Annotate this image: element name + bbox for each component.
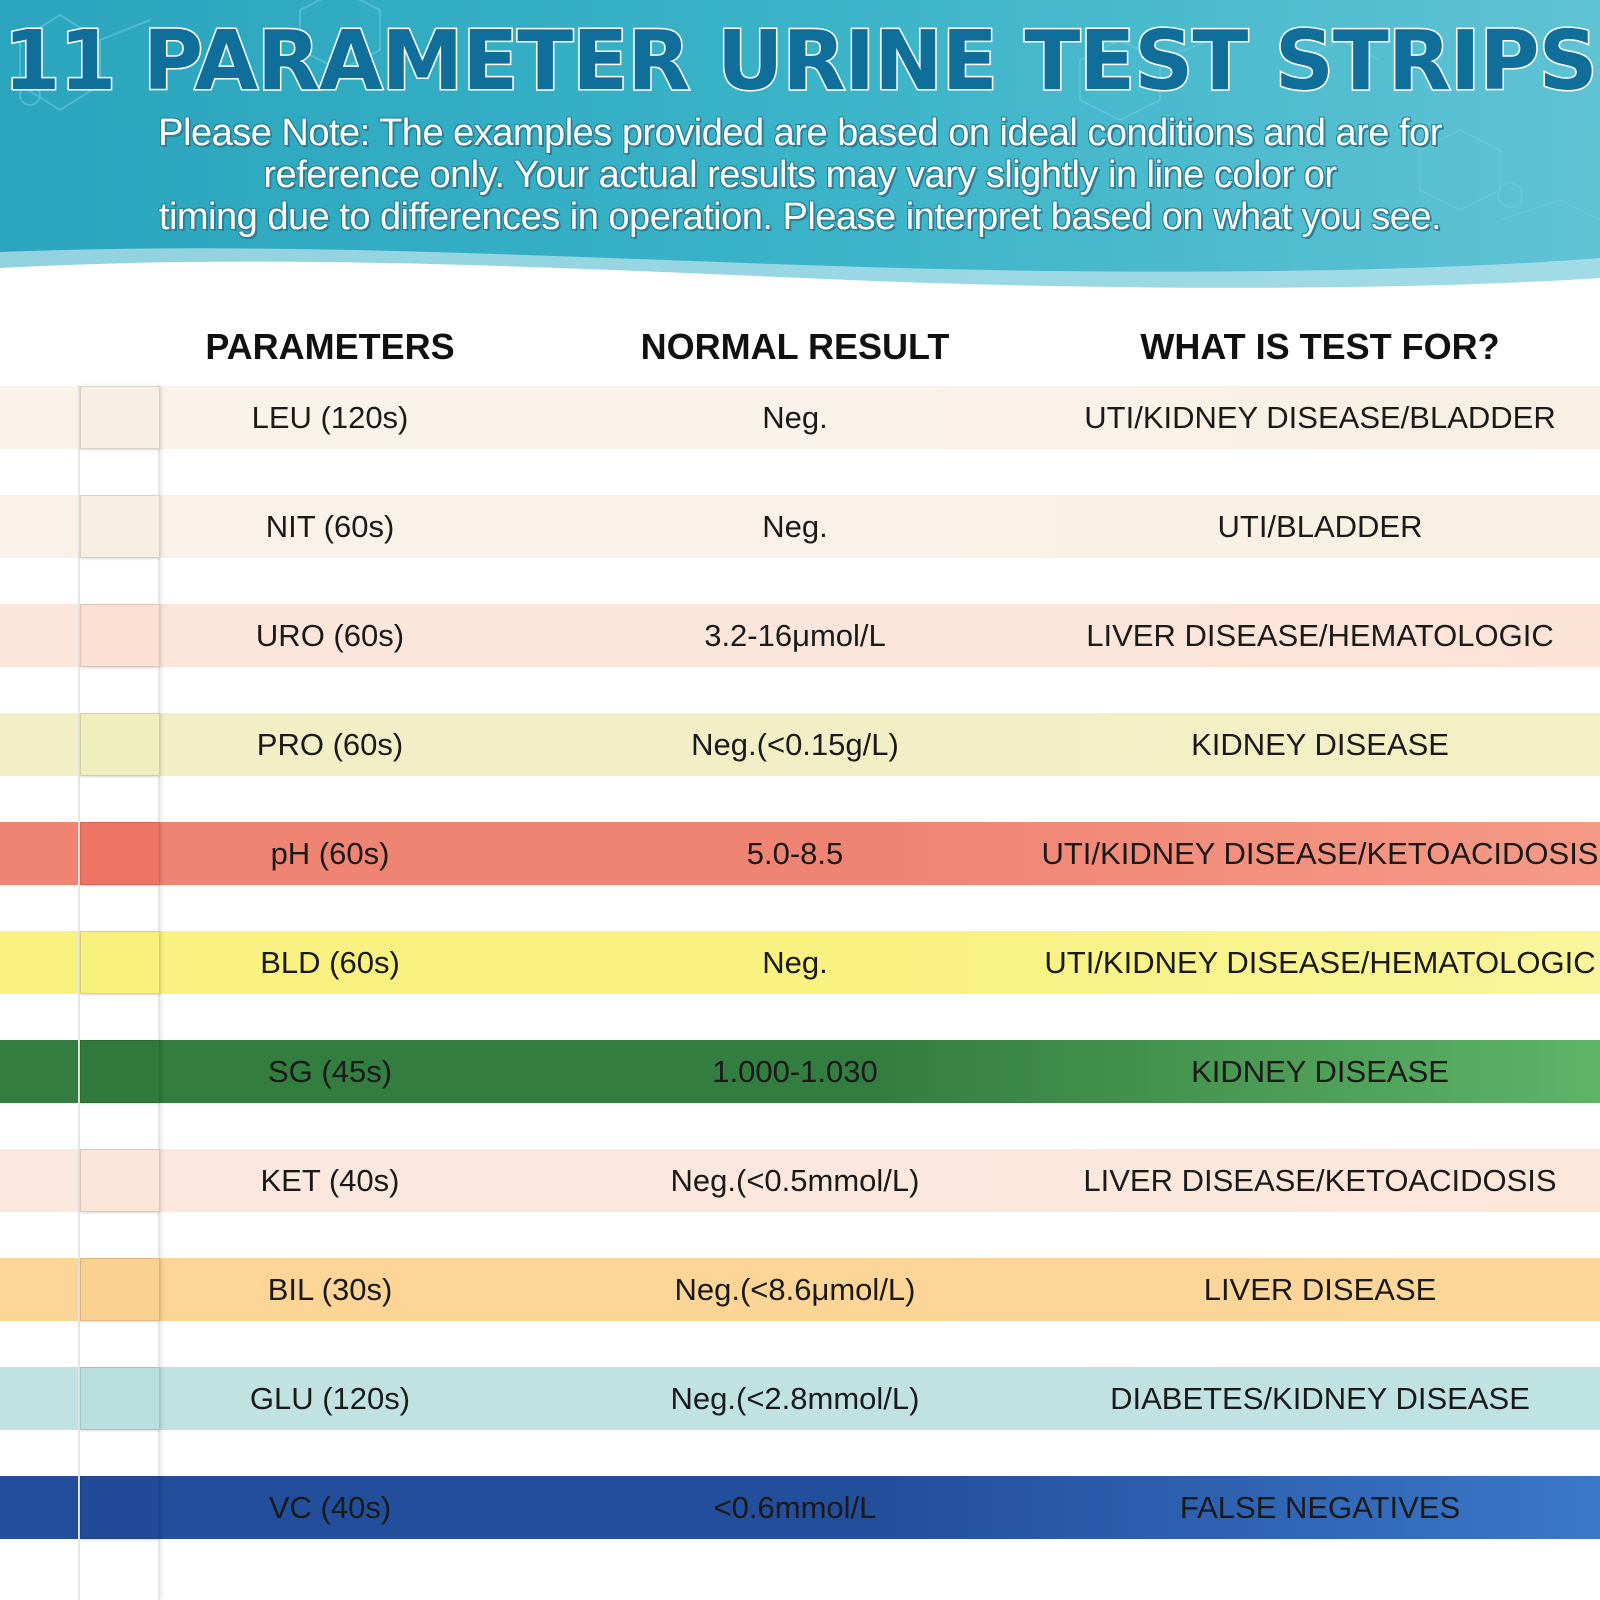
normal-result-cell: 5.0-8.5 bbox=[746, 836, 844, 871]
column-header-normal-result: NORMAL RESULT bbox=[640, 326, 950, 367]
table-row: BLD (60s) Neg. UTI/KIDNEY DISEASE/HEMATO… bbox=[0, 931, 1600, 994]
normal-result-cell: 1.000-1.030 bbox=[712, 1054, 878, 1089]
column-header-parameters: PARAMETERS bbox=[205, 326, 455, 367]
color-pad bbox=[80, 1149, 160, 1212]
parameter-cell: GLU (120s) bbox=[249, 1381, 411, 1416]
purpose-cell: LIVER DISEASE/HEMATOLOGIC bbox=[1086, 618, 1554, 653]
table-row: GLU (120s) Neg.(<2.8mmol/L) DIABETES/KID… bbox=[0, 1367, 1600, 1430]
purpose-cell: DIABETES/KIDNEY DISEASE bbox=[1110, 1381, 1530, 1416]
page-title: 11 PARAMETER URINE TEST STRIPS bbox=[2, 13, 1599, 111]
color-pad bbox=[80, 386, 160, 449]
note-line: timing due to differences in operation. … bbox=[158, 196, 1442, 238]
normal-result-cell: <0.6mmol/L bbox=[713, 1490, 877, 1525]
purpose-cell: UTI/KIDNEY DISEASE/HEMATOLOGIC bbox=[1044, 945, 1596, 980]
column-header-what-is-test-for: WHAT IS TEST FOR? bbox=[1140, 326, 1500, 367]
table-row: BIL (30s) Neg.(<8.6μmol/L) LIVER DISEASE bbox=[0, 1258, 1600, 1321]
parameter-cell: PRO (60s) bbox=[256, 727, 404, 762]
purpose-cell: LIVER DISEASE bbox=[1203, 1272, 1437, 1307]
normal-result-cell: 3.2-16μmol/L bbox=[704, 618, 886, 653]
normal-result-cell: Neg.(<0.5mmol/L) bbox=[670, 1163, 920, 1198]
normal-result-cell: Neg.(<2.8mmol/L) bbox=[670, 1381, 920, 1416]
color-pad bbox=[80, 713, 160, 776]
normal-result-cell: Neg.(<8.6μmol/L) bbox=[674, 1272, 916, 1307]
table-row: VC (40s) <0.6mmol/L FALSE NEGATIVES bbox=[0, 1476, 1600, 1539]
molecule-pattern-decoration bbox=[19, 0, 1600, 221]
normal-result-cell: Neg. bbox=[762, 509, 828, 544]
header-banner: 11 PARAMETER URINE TEST STRIPS Please No… bbox=[0, 0, 1600, 300]
table-row: KET (40s) Neg.(<0.5mmol/L) LIVER DISEASE… bbox=[0, 1149, 1600, 1212]
purpose-cell: FALSE NEGATIVES bbox=[1179, 1490, 1461, 1525]
color-pad bbox=[80, 495, 160, 558]
color-pad bbox=[80, 822, 160, 885]
normal-result-cell: Neg. bbox=[762, 400, 828, 435]
color-pad bbox=[80, 604, 160, 667]
table-row: SG (45s) 1.000-1.030 KIDNEY DISEASE bbox=[0, 1040, 1600, 1103]
parameter-cell: BLD (60s) bbox=[260, 945, 400, 980]
parameter-cell: LEU (120s) bbox=[251, 400, 409, 435]
purpose-cell: UTI/KIDNEY DISEASE/BLADDER bbox=[1084, 400, 1556, 435]
note-line: reference only. Your actual results may … bbox=[263, 154, 1337, 196]
parameter-cell: BIL (30s) bbox=[267, 1272, 393, 1307]
purpose-cell: LIVER DISEASE/KETOACIDOSIS bbox=[1083, 1163, 1557, 1198]
color-pad bbox=[80, 1258, 160, 1321]
table-row: NIT (60s) Neg. UTI/BLADDER bbox=[0, 495, 1600, 558]
parameter-cell: URO (60s) bbox=[255, 618, 405, 653]
disclaimer-note: Please Note: The examples provided are b… bbox=[40, 112, 1560, 238]
color-pad bbox=[80, 1367, 160, 1430]
color-pad bbox=[80, 1476, 160, 1539]
purpose-cell: KIDNEY DISEASE bbox=[1191, 1054, 1449, 1089]
parameter-cell: KET (40s) bbox=[260, 1163, 400, 1198]
note-line: Please Note: The examples provided are b… bbox=[158, 112, 1442, 154]
wave-decoration bbox=[0, 248, 1600, 300]
purpose-cell: UTI/BLADDER bbox=[1217, 509, 1423, 544]
table-row: LEU (120s) Neg. UTI/KIDNEY DISEASE/BLADD… bbox=[0, 386, 1600, 449]
normal-result-cell: Neg.(<0.15g/L) bbox=[691, 727, 899, 762]
table-row: URO (60s) 3.2-16μmol/L LIVER DISEASE/HEM… bbox=[0, 604, 1600, 667]
color-pad bbox=[80, 931, 160, 994]
parameter-cell: SG (45s) bbox=[267, 1054, 393, 1089]
purpose-cell: UTI/KIDNEY DISEASE/KETOACIDOSIS bbox=[1041, 836, 1599, 871]
parameter-cell: pH (60s) bbox=[270, 836, 390, 871]
parameter-cell: VC (40s) bbox=[268, 1490, 392, 1525]
purpose-cell: KIDNEY DISEASE bbox=[1191, 727, 1449, 762]
color-pad bbox=[80, 1040, 160, 1103]
table-row: PRO (60s) Neg.(<0.15g/L) KIDNEY DISEASE bbox=[0, 713, 1600, 776]
table-row: pH (60s) 5.0-8.5 UTI/KIDNEY DISEASE/KETO… bbox=[0, 822, 1600, 885]
normal-result-cell: Neg. bbox=[762, 945, 828, 980]
parameter-cell: NIT (60s) bbox=[265, 509, 395, 544]
